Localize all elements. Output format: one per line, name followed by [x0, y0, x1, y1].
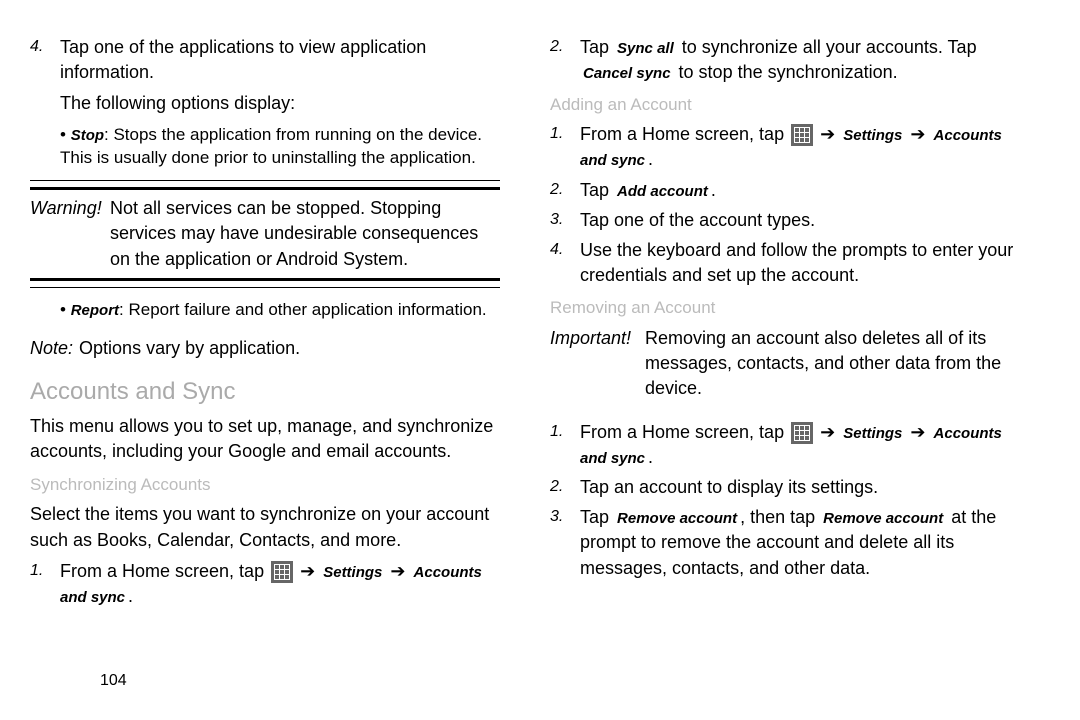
- ui-keyword: Cancel sync: [583, 65, 671, 82]
- warning-block: Warning! Not all services can be stopped…: [30, 180, 500, 288]
- bullet-label: Report: [71, 302, 119, 319]
- step-text: From a Home screen, tap ➔ Settings ➔ Acc…: [580, 420, 1020, 470]
- bullet-item: • Report: Report failure and other appli…: [60, 298, 500, 322]
- ui-keyword: Add account: [617, 183, 708, 200]
- page-number: 104: [100, 670, 127, 692]
- step-number: 1.: [550, 420, 580, 470]
- bullet-text: : Report failure and other application i…: [119, 300, 487, 319]
- paragraph: This menu allows you to set up, manage, …: [30, 414, 500, 464]
- note-label: Note:: [30, 336, 73, 361]
- divider: [30, 278, 500, 281]
- important-text: Removing an account also deletes all of …: [645, 326, 1020, 402]
- arrow-icon: ➔: [390, 561, 405, 581]
- step-number: 2.: [550, 35, 580, 85]
- warning-label: Warning!: [30, 196, 110, 272]
- arrow-icon: ➔: [300, 561, 315, 581]
- ui-keyword: Settings: [843, 425, 902, 442]
- section-heading: Accounts and Sync: [30, 375, 500, 409]
- list-item: 2. Tap an account to display its setting…: [550, 475, 1020, 500]
- step-number: 2.: [550, 178, 580, 203]
- list-item: 1. From a Home screen, tap ➔ Settings ➔ …: [30, 559, 500, 609]
- step-number: 3.: [550, 505, 580, 581]
- important-block: Important! Removing an account also dele…: [550, 326, 1020, 402]
- step-number: 2.: [550, 475, 580, 500]
- manual-page: 4. Tap one of the applications to view a…: [20, 0, 1060, 614]
- divider: [30, 180, 500, 181]
- note-line: Note: Options vary by application.: [30, 336, 500, 361]
- divider: [30, 187, 500, 190]
- arrow-icon: ➔: [910, 422, 925, 442]
- bullet-item: • Stop: Stops the application from runni…: [60, 123, 500, 171]
- step-text: Tap one of the applications to view appl…: [60, 35, 500, 85]
- step-text: From a Home screen, tap ➔ Settings ➔ Acc…: [580, 122, 1020, 172]
- paragraph: Select the items you want to synchronize…: [30, 502, 500, 552]
- ui-keyword: Settings: [323, 564, 382, 581]
- note-text: Options vary by application.: [79, 336, 300, 361]
- list-item: 2. Tap Add account.: [550, 178, 1020, 203]
- warning-text: Not all services can be stopped. Stoppin…: [110, 196, 500, 272]
- list-item: 4. Tap one of the applications to view a…: [30, 35, 500, 117]
- step-text: Tap an account to display its settings.: [580, 475, 1020, 500]
- ui-keyword: Remove account: [823, 510, 943, 527]
- bullet-label: Stop: [71, 127, 104, 144]
- subsection-heading: Removing an Account: [550, 296, 1020, 320]
- subsection-heading: Synchronizing Accounts: [30, 473, 500, 497]
- subsection-heading: Adding an Account: [550, 93, 1020, 117]
- step-text: Use the keyboard and follow the prompts …: [580, 238, 1020, 288]
- apps-icon: [791, 124, 813, 146]
- arrow-icon: ➔: [820, 124, 835, 144]
- divider: [30, 287, 500, 288]
- list-item: 2. Tap Sync all to synchronize all your …: [550, 35, 1020, 85]
- left-column: 4. Tap one of the applications to view a…: [20, 30, 525, 614]
- step-text: Tap one of the account types.: [580, 208, 1020, 233]
- apps-icon: [791, 422, 813, 444]
- step-text: Tap Sync all to synchronize all your acc…: [580, 35, 1020, 85]
- arrow-icon: ➔: [910, 124, 925, 144]
- list-item: 1. From a Home screen, tap ➔ Settings ➔ …: [550, 122, 1020, 172]
- step-number: 4.: [30, 35, 60, 117]
- step-text: Tap Add account.: [580, 178, 1020, 203]
- list-item: 3. Tap Remove account, then tap Remove a…: [550, 505, 1020, 581]
- step-number: 1.: [30, 559, 60, 609]
- apps-icon: [271, 561, 293, 583]
- ui-keyword: Remove account: [617, 510, 737, 527]
- step-text: Tap Remove account, then tap Remove acco…: [580, 505, 1020, 581]
- list-item: 4. Use the keyboard and follow the promp…: [550, 238, 1020, 288]
- step-text: From a Home screen, tap ➔ Settings ➔ Acc…: [60, 559, 500, 609]
- bullet-text: : Stops the application from running on …: [60, 125, 482, 168]
- list-item: 1. From a Home screen, tap ➔ Settings ➔ …: [550, 420, 1020, 470]
- right-column: 2. Tap Sync all to synchronize all your …: [525, 30, 1030, 614]
- list-item: 3. Tap one of the account types.: [550, 208, 1020, 233]
- step-text: The following options display:: [60, 91, 500, 116]
- arrow-icon: ➔: [820, 422, 835, 442]
- step-number: 1.: [550, 122, 580, 172]
- step-number: 4.: [550, 238, 580, 288]
- ui-keyword: Settings: [843, 127, 902, 144]
- ui-keyword: Sync all: [617, 40, 674, 57]
- important-label: Important!: [550, 326, 645, 402]
- step-number: 3.: [550, 208, 580, 233]
